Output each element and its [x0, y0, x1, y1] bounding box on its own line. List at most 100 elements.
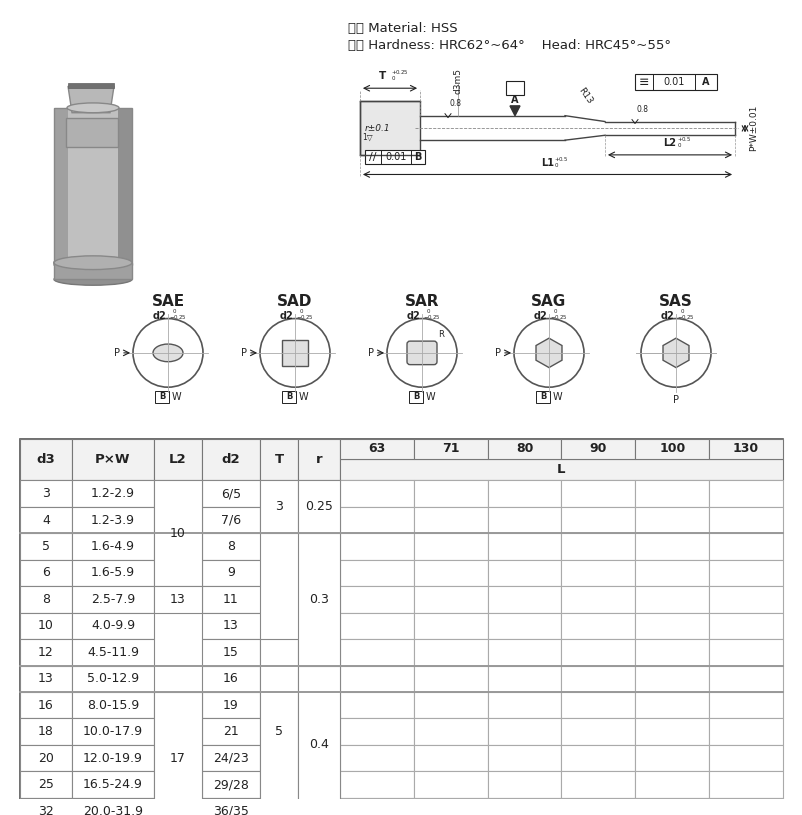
- Text: $^{+0.5}_{0}$: $^{+0.5}_{0}$: [676, 135, 691, 150]
- Bar: [634, 798, 708, 815]
- Text: B: B: [286, 393, 292, 402]
- Text: B: B: [159, 393, 165, 402]
- Text: $^{+0.5}_{0}$: $^{+0.5}_{0}$: [554, 155, 569, 170]
- Text: 0.01: 0.01: [385, 152, 406, 162]
- Bar: [561, 639, 634, 666]
- Bar: [339, 586, 413, 613]
- Bar: [202, 745, 260, 772]
- Bar: [339, 745, 413, 772]
- Bar: [339, 613, 413, 639]
- Bar: [339, 459, 782, 480]
- Bar: [118, 108, 132, 265]
- Bar: [72, 439, 154, 480]
- Bar: [634, 439, 708, 459]
- Text: d2: d2: [152, 311, 166, 321]
- FancyBboxPatch shape: [282, 391, 296, 403]
- Bar: [20, 586, 72, 613]
- Text: 80: 80: [515, 443, 533, 456]
- Bar: [561, 719, 634, 745]
- Text: W: W: [298, 392, 307, 402]
- Bar: [339, 639, 413, 666]
- Text: $^{\ \ 0}_{-0.25}$: $^{\ \ 0}_{-0.25}$: [423, 306, 440, 322]
- Text: 0.3: 0.3: [309, 593, 329, 606]
- Text: P: P: [367, 348, 374, 358]
- Text: 20.0-31.9: 20.0-31.9: [83, 804, 143, 815]
- Text: 17: 17: [170, 751, 186, 764]
- Text: ≡: ≡: [638, 76, 649, 89]
- Bar: [20, 772, 72, 798]
- Bar: [72, 613, 154, 639]
- Bar: [339, 560, 413, 586]
- Bar: [202, 439, 260, 480]
- Bar: [20, 719, 72, 745]
- Text: $^{+0.25}_{0}$: $^{+0.25}_{0}$: [391, 68, 408, 83]
- Bar: [72, 586, 154, 613]
- Bar: [487, 507, 561, 533]
- Bar: [561, 560, 634, 586]
- Bar: [413, 507, 487, 533]
- Text: 8.0-15.9: 8.0-15.9: [87, 698, 139, 711]
- Text: 10: 10: [170, 526, 186, 540]
- Text: 6/5: 6/5: [221, 487, 241, 500]
- Bar: [487, 666, 561, 692]
- Bar: [413, 533, 487, 560]
- Bar: [487, 745, 561, 772]
- Bar: [339, 719, 413, 745]
- Text: 19: 19: [223, 698, 238, 711]
- Bar: [634, 507, 708, 533]
- Text: 5: 5: [274, 725, 282, 738]
- Bar: [413, 613, 487, 639]
- Bar: [72, 692, 154, 719]
- Bar: [20, 666, 72, 692]
- Bar: [202, 507, 260, 533]
- Text: 15: 15: [223, 645, 239, 659]
- Bar: [487, 719, 561, 745]
- Bar: [202, 692, 260, 719]
- Text: 6: 6: [42, 566, 50, 579]
- Bar: [413, 745, 487, 772]
- Text: A: A: [511, 95, 518, 105]
- Text: SAD: SAD: [277, 294, 312, 309]
- Text: //: //: [369, 152, 376, 162]
- Text: 100: 100: [658, 443, 685, 456]
- Text: 0.8: 0.8: [449, 99, 461, 108]
- Bar: [202, 639, 260, 666]
- Text: 90: 90: [589, 443, 606, 456]
- Bar: [20, 692, 72, 719]
- Bar: [339, 666, 413, 692]
- Text: 0.25: 0.25: [305, 500, 333, 513]
- Bar: [561, 798, 634, 815]
- Ellipse shape: [54, 256, 132, 270]
- Text: P: P: [241, 348, 247, 358]
- FancyBboxPatch shape: [535, 391, 549, 403]
- Text: W: W: [424, 392, 434, 402]
- Text: 32: 32: [38, 804, 54, 815]
- Bar: [20, 613, 72, 639]
- Bar: [708, 639, 782, 666]
- Bar: [72, 719, 154, 745]
- Bar: [20, 480, 72, 507]
- Bar: [561, 692, 634, 719]
- Text: 4.5-11.9: 4.5-11.9: [87, 645, 139, 659]
- FancyBboxPatch shape: [408, 391, 423, 403]
- Bar: [202, 666, 260, 692]
- Text: d3: d3: [37, 453, 55, 466]
- Text: L1: L1: [541, 157, 553, 168]
- Text: 0.8: 0.8: [636, 104, 648, 114]
- Text: P: P: [672, 395, 678, 405]
- Ellipse shape: [54, 260, 132, 270]
- Bar: [365, 150, 424, 164]
- Bar: [708, 719, 782, 745]
- Bar: [708, 772, 782, 798]
- Bar: [54, 262, 132, 280]
- Text: 130: 130: [732, 443, 758, 456]
- Bar: [561, 439, 634, 459]
- Bar: [561, 533, 634, 560]
- Bar: [413, 798, 487, 815]
- Text: L: L: [557, 463, 565, 476]
- Text: R13: R13: [576, 86, 593, 106]
- Bar: [20, 639, 72, 666]
- Bar: [202, 719, 260, 745]
- Bar: [413, 560, 487, 586]
- Bar: [487, 533, 561, 560]
